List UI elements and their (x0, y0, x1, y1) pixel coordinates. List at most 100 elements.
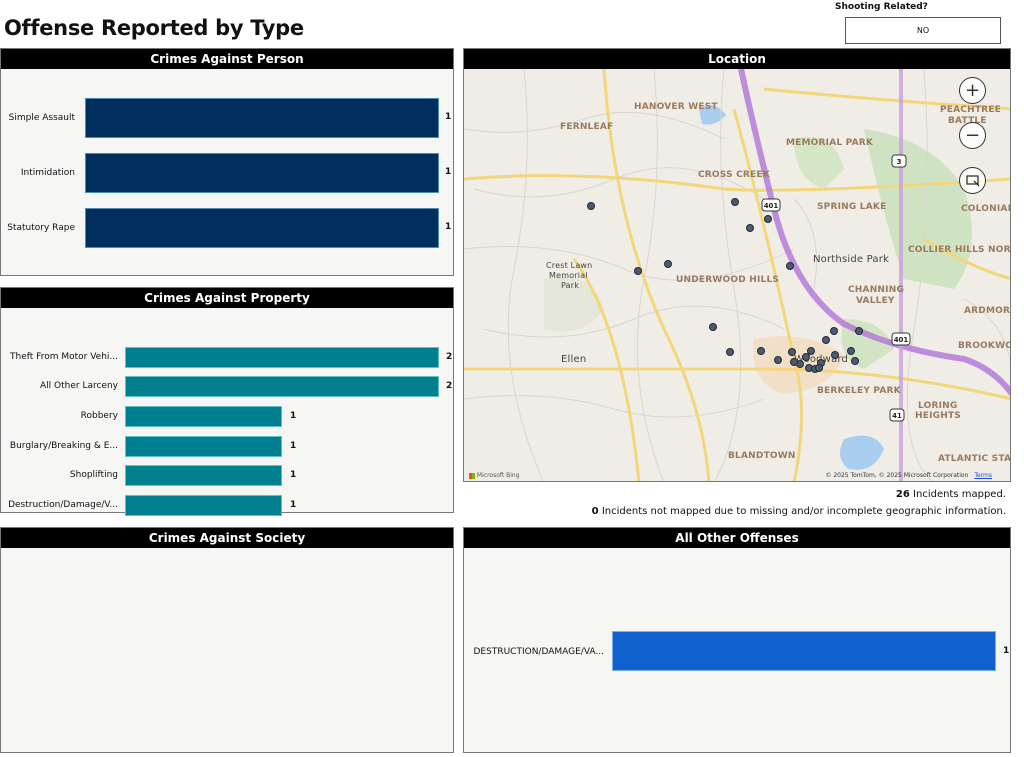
other-panel: All Other Offenses DESTRUCTION/DAMAGE/VA… (463, 527, 1011, 753)
incident-marker[interactable] (774, 356, 782, 364)
person-bar-row: Statutory Rape 1 (1, 207, 453, 249)
map-label-hanover-west: HANOVER WEST (634, 102, 718, 112)
selection-tool-button[interactable] (959, 167, 986, 194)
bar-value: 2 (446, 381, 453, 391)
incident-marker[interactable] (664, 260, 672, 268)
property-chart: Theft From Motor Vehi... 2 All Other Lar… (1, 308, 453, 516)
map-label-fernleaf: FERNLEAF (560, 122, 614, 132)
bar-value: 1 (290, 441, 297, 451)
incident-marker[interactable] (851, 357, 859, 365)
map-terms-link[interactable]: Terms (974, 472, 992, 479)
property-bar-row: Robbery 1 (1, 406, 453, 428)
map-label-berkeley-park: BERKELEY PARK (817, 386, 901, 396)
bar-label: Shoplifting (69, 470, 118, 480)
zoom-out-button[interactable]: − (959, 122, 986, 149)
incident-marker[interactable] (790, 358, 798, 366)
location-panel: Location (463, 48, 1011, 482)
bar-value: 1 (445, 222, 452, 232)
map-canvas[interactable]: 401 3 401 41 HANOVER WEST FERNLEAF MEMOR… (464, 69, 1010, 481)
incident-marker[interactable] (786, 262, 794, 270)
map-label-brookwood: BROOKWOOD (958, 341, 1010, 351)
bar-value: 1 (1003, 646, 1010, 656)
map-label-collier-hills-north: COLLIER HILLS NORTH (908, 245, 1010, 255)
plus-icon: + (964, 80, 981, 101)
other-chart: DESTRUCTION/DAMAGE/VA... 1 (464, 548, 1010, 752)
road-shield-3: 3 (897, 158, 902, 166)
person-panel-title: Crimes Against Person (1, 49, 453, 69)
incident-marker[interactable] (807, 347, 815, 355)
society-panel-title: Crimes Against Society (1, 528, 453, 548)
property-bar-all-other-larceny[interactable] (125, 376, 439, 397)
map-tiles[interactable]: 401 3 401 41 HANOVER WEST FERNLEAF MEMOR… (464, 69, 1010, 481)
map-label-ellen: Ellen (561, 354, 587, 365)
property-bar-row: Burglary/Breaking & E... 1 (1, 436, 453, 458)
bar-label: Destruction/Damage/V... (8, 500, 118, 510)
society-panel: Crimes Against Society (0, 527, 454, 753)
property-bar-row: Destruction/Damage/V... 1 (1, 495, 453, 517)
property-bar-robbery[interactable] (125, 406, 282, 427)
other-panel-title: All Other Offenses (464, 528, 1010, 548)
road-shield-41: 41 (892, 412, 902, 420)
road-shield-401: 401 (764, 202, 779, 210)
bar-value: 1 (445, 112, 452, 122)
incident-marker[interactable] (855, 327, 863, 335)
map-label-channing: CHANNING (848, 285, 905, 295)
mapped-text: Incidents mapped. (913, 489, 1006, 500)
bar-label: Intimidation (20, 168, 75, 178)
person-chart: Simple Assault 1 Intimidation 1 Statutor… (1, 69, 453, 275)
map-label-cross-creek: CROSS CREEK (698, 170, 770, 180)
bar-label: Theft From Motor Vehi... (10, 352, 118, 362)
bar-label: Statutory Rape (7, 223, 75, 233)
map-label-ardmore: ARDMORE (964, 306, 1010, 316)
minus-icon: − (964, 125, 981, 146)
bar-value: 1 (290, 470, 297, 480)
map-label-valley: VALLEY (856, 296, 895, 306)
incident-marker[interactable] (822, 336, 830, 344)
map-label-crest-lawn-memorial: Memorial (549, 271, 588, 280)
bar-value: 1 (445, 167, 452, 177)
property-bar-shoplifting[interactable] (125, 465, 282, 486)
other-bar-row: DESTRUCTION/DAMAGE/VA... 1 (464, 631, 1010, 673)
incident-marker[interactable] (831, 351, 839, 359)
select-area-icon (965, 174, 979, 186)
microsoft-logo-icon (469, 472, 475, 479)
person-bar-simple-assault[interactable] (85, 98, 439, 138)
zoom-in-button[interactable]: + (959, 77, 986, 104)
incident-marker[interactable] (731, 198, 739, 206)
incident-marker[interactable] (587, 202, 595, 210)
property-bar-destruction[interactable] (125, 495, 282, 516)
map-roads-svg: 401 3 401 41 (464, 69, 1010, 481)
bar-label: All Other Larceny (40, 381, 118, 391)
unmapped-count-note: 0 Incidents not mapped due to missing an… (592, 506, 1006, 517)
shooting-filter-label: Shooting Related? (835, 2, 928, 12)
property-bar-row: Shoplifting 1 (1, 465, 453, 487)
property-bar-burglary[interactable] (125, 436, 282, 457)
bar-label: Simple Assault (8, 113, 75, 123)
incident-marker[interactable] (634, 267, 642, 275)
incident-marker[interactable] (847, 347, 855, 355)
bar-label: Robbery (80, 411, 118, 421)
incident-marker[interactable] (764, 215, 772, 223)
incident-marker[interactable] (815, 364, 823, 372)
bar-label: DESTRUCTION/DAMAGE/VA... (473, 647, 605, 657)
map-label-northside-park: Northside Park (813, 254, 890, 265)
shooting-filter-value: NO (916, 26, 930, 35)
incident-marker[interactable] (709, 323, 717, 331)
mapped-count-note: 26 Incidents mapped. (896, 489, 1006, 500)
property-panel: Crimes Against Property Theft From Motor… (0, 287, 454, 516)
person-bar-statutory-rape[interactable] (85, 208, 439, 248)
shooting-filter-dropdown[interactable]: NO (845, 17, 1001, 44)
incident-marker[interactable] (788, 348, 796, 356)
society-chart (1, 548, 453, 752)
property-bar-theft-motor-vehicle[interactable] (125, 347, 439, 368)
other-bar-destruction[interactable] (612, 631, 996, 671)
person-bar-intimidation[interactable] (85, 153, 439, 193)
incident-marker[interactable] (746, 224, 754, 232)
incident-marker[interactable] (830, 327, 838, 335)
incident-marker[interactable] (726, 348, 734, 356)
incident-marker[interactable] (757, 347, 765, 355)
incident-marker[interactable] (802, 353, 810, 361)
unmapped-text: Incidents not mapped due to missing and/… (601, 506, 1006, 517)
map-label-spring-lake: SPRING LAKE (817, 202, 887, 212)
map-label-peachtree: PEACHTREE (940, 105, 1002, 115)
